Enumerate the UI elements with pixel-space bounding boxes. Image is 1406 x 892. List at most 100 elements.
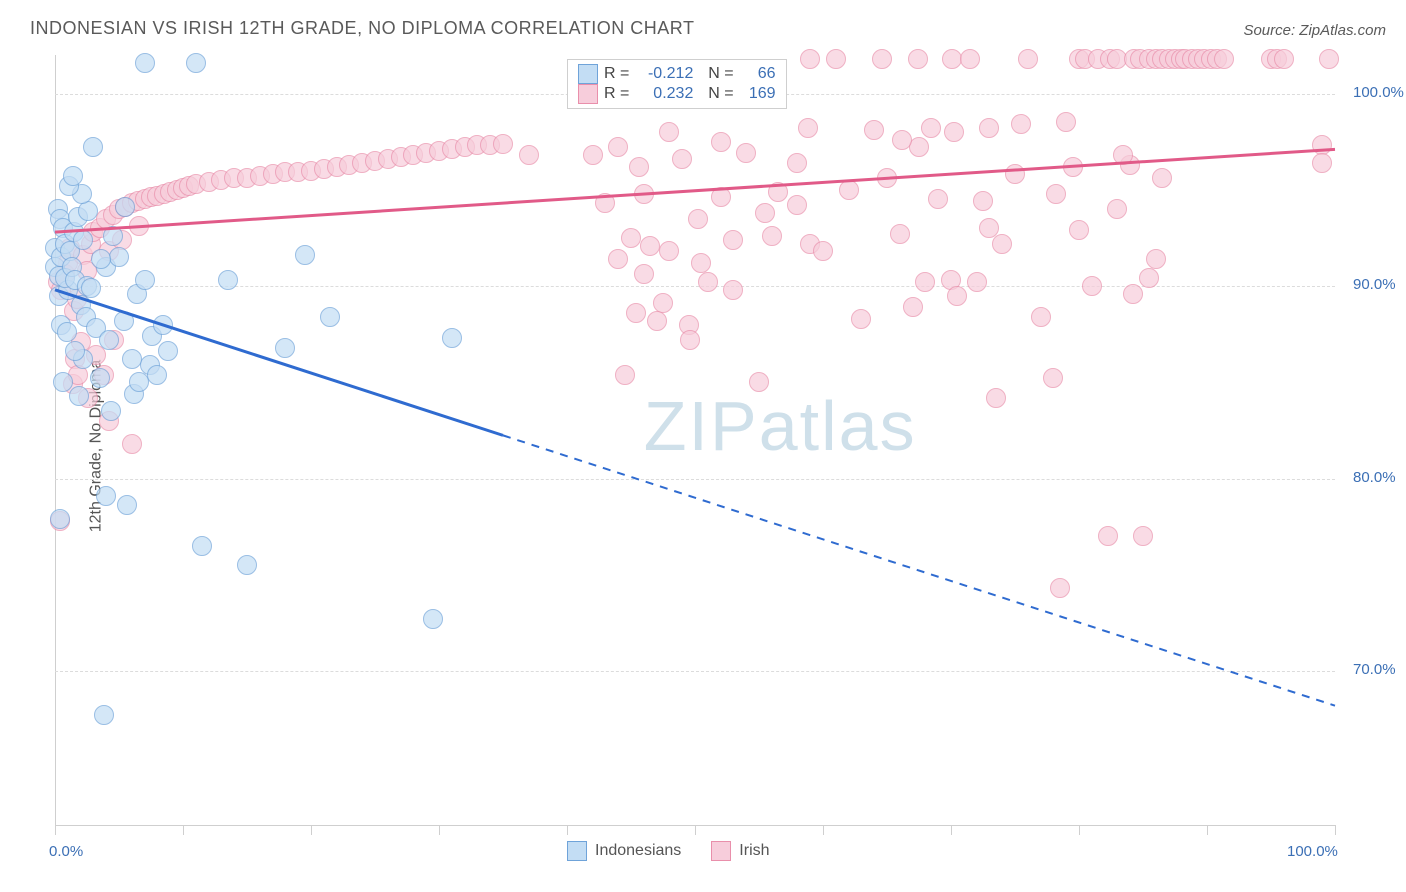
x-tick — [951, 825, 952, 835]
scatter-point-irish — [979, 118, 999, 138]
scatter-point-indonesians — [81, 278, 101, 298]
correlation-legend-row: R = -0.212 N = 66 — [578, 64, 776, 84]
legend-n-value: 66 — [740, 65, 776, 83]
scatter-point-irish — [1123, 284, 1143, 304]
scatter-point-irish — [711, 187, 731, 207]
scatter-point-indonesians — [114, 311, 134, 331]
scatter-point-irish — [615, 365, 635, 385]
scatter-point-irish — [626, 303, 646, 323]
scatter-point-indonesians — [153, 315, 173, 335]
scatter-point-indonesians — [135, 270, 155, 290]
scatter-point-irish — [755, 203, 775, 223]
scatter-point-irish — [672, 149, 692, 169]
correlation-legend-row: R = 0.232 N = 169 — [578, 84, 776, 104]
scatter-point-irish — [890, 224, 910, 244]
scatter-point-irish — [921, 118, 941, 138]
x-tick — [1207, 825, 1208, 835]
scatter-point-irish — [967, 272, 987, 292]
scatter-point-indonesians — [423, 609, 443, 629]
scatter-point-indonesians — [147, 365, 167, 385]
correlation-legend: R = -0.212 N = 66 R = 0.232 N = 169 — [567, 59, 787, 109]
legend-item: Indonesians — [567, 841, 681, 861]
scatter-point-irish — [1082, 276, 1102, 296]
scatter-point-irish — [851, 309, 871, 329]
scatter-point-indonesians — [186, 53, 206, 73]
y-tick-label: 80.0% — [1353, 469, 1405, 486]
scatter-point-irish — [813, 241, 833, 261]
scatter-point-irish — [688, 209, 708, 229]
scatter-point-indonesians — [237, 555, 257, 575]
scatter-point-irish — [1133, 526, 1153, 546]
gridline — [55, 479, 1335, 480]
scatter-point-irish — [768, 182, 788, 202]
scatter-point-indonesians — [83, 137, 103, 157]
legend-label: Irish — [739, 842, 769, 860]
scatter-point-irish — [947, 286, 967, 306]
scatter-point-indonesians — [158, 341, 178, 361]
scatter-point-indonesians — [295, 245, 315, 265]
scatter-point-irish — [647, 311, 667, 331]
scatter-point-irish — [1274, 49, 1294, 69]
x-tick — [183, 825, 184, 835]
scatter-point-irish — [1312, 153, 1332, 173]
legend-swatch — [578, 64, 598, 84]
scatter-point-irish — [608, 249, 628, 269]
scatter-point-irish — [659, 122, 679, 142]
scatter-point-irish — [621, 228, 641, 248]
legend-r-value: 0.232 — [635, 85, 693, 103]
scatter-point-irish — [493, 134, 513, 154]
scatter-point-indonesians — [192, 536, 212, 556]
scatter-point-irish — [634, 264, 654, 284]
scatter-point-irish — [1056, 112, 1076, 132]
scatter-point-irish — [877, 168, 897, 188]
scatter-point-irish — [915, 272, 935, 292]
legend-n-value: 169 — [740, 85, 776, 103]
legend-swatch — [578, 84, 598, 104]
chart-title: INDONESIAN VS IRISH 12TH GRADE, NO DIPLO… — [30, 18, 694, 39]
legend-swatch — [711, 841, 731, 861]
scatter-point-irish — [1050, 578, 1070, 598]
scatter-point-irish — [800, 49, 820, 69]
scatter-point-irish — [839, 180, 859, 200]
scatter-point-irish — [1152, 168, 1172, 188]
scatter-point-irish — [908, 49, 928, 69]
scatter-point-irish — [1043, 368, 1063, 388]
x-tick-label: 0.0% — [49, 843, 83, 860]
plot-area: 70.0%80.0%90.0%100.0%0.0%100.0%ZIPatlas … — [55, 55, 1335, 825]
scatter-point-irish — [864, 120, 884, 140]
scatter-point-irish — [749, 372, 769, 392]
scatter-point-irish — [595, 193, 615, 213]
scatter-point-irish — [698, 272, 718, 292]
scatter-point-indonesians — [135, 53, 155, 73]
scatter-point-irish — [640, 236, 660, 256]
scatter-point-indonesians — [115, 197, 135, 217]
x-tick — [823, 825, 824, 835]
scatter-point-irish — [798, 118, 818, 138]
scatter-point-indonesians — [99, 330, 119, 350]
scatter-point-indonesians — [53, 372, 73, 392]
scatter-point-irish — [787, 195, 807, 215]
scatter-point-irish — [928, 189, 948, 209]
x-tick — [695, 825, 696, 835]
scatter-point-indonesians — [117, 495, 137, 515]
legend-r-label: R = — [604, 65, 629, 83]
y-tick-label: 100.0% — [1353, 84, 1405, 101]
scatter-point-indonesians — [96, 486, 116, 506]
scatter-point-irish — [680, 330, 700, 350]
scatter-point-irish — [608, 137, 628, 157]
scatter-point-irish — [1018, 49, 1038, 69]
legend-label: Indonesians — [595, 842, 681, 860]
watermark: ZIPatlas — [644, 386, 917, 466]
scatter-point-irish — [903, 297, 923, 317]
scatter-point-irish — [762, 226, 782, 246]
scatter-point-irish — [659, 241, 679, 261]
scatter-point-indonesians — [73, 230, 93, 250]
y-tick-label: 70.0% — [1353, 661, 1405, 678]
scatter-point-irish — [519, 145, 539, 165]
x-tick — [1335, 825, 1336, 835]
scatter-point-irish — [723, 280, 743, 300]
scatter-point-irish — [736, 143, 756, 163]
y-tick-label: 90.0% — [1353, 276, 1405, 293]
x-tick — [439, 825, 440, 835]
scatter-point-indonesians — [275, 338, 295, 358]
